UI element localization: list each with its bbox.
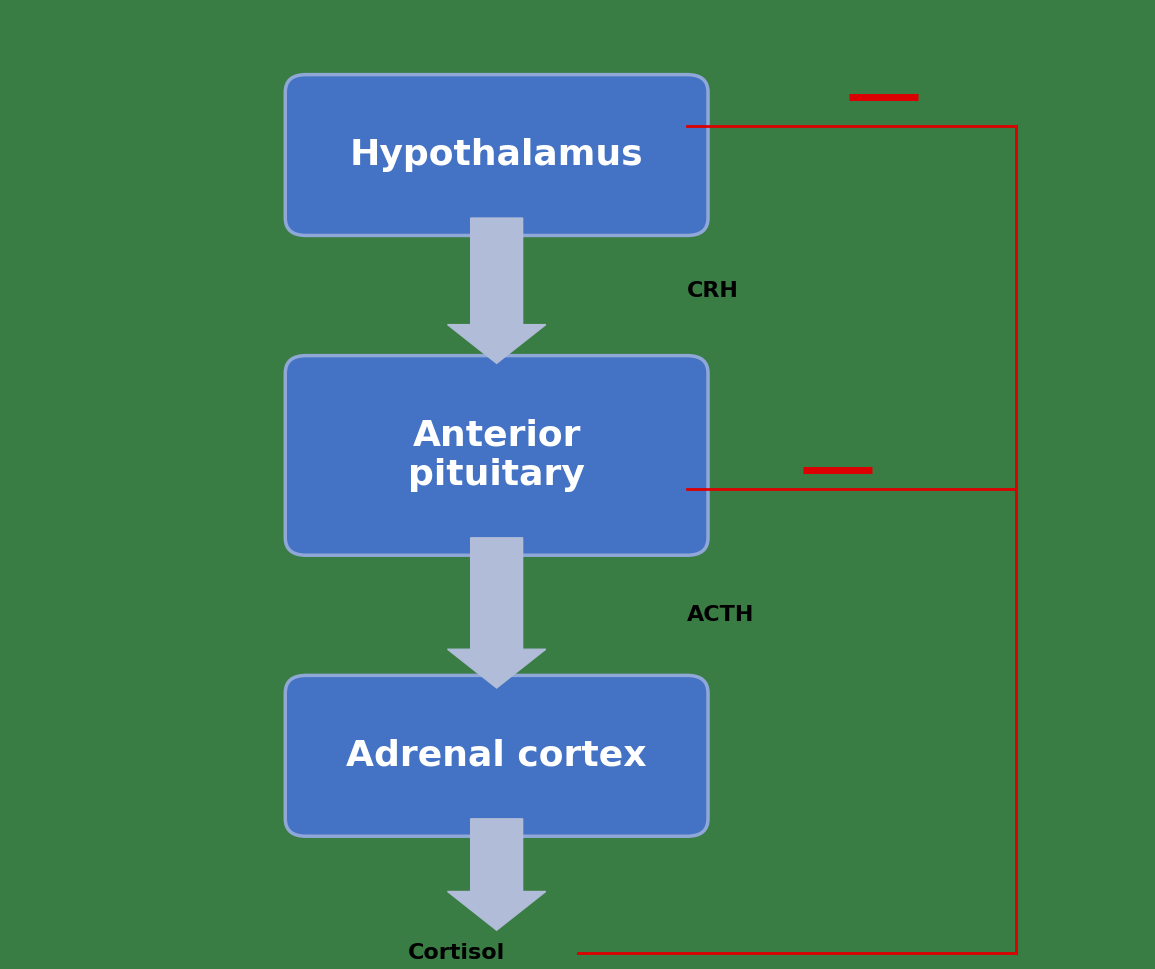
FancyBboxPatch shape — [285, 675, 708, 836]
Polygon shape — [448, 538, 545, 688]
Text: Anterior
pituitary: Anterior pituitary — [408, 419, 586, 492]
Text: ACTH: ACTH — [687, 606, 754, 625]
Text: Cortisol: Cortisol — [408, 943, 505, 962]
Text: Hypothalamus: Hypothalamus — [350, 138, 643, 172]
Text: CRH: CRH — [687, 281, 739, 300]
Polygon shape — [448, 218, 545, 363]
FancyBboxPatch shape — [285, 75, 708, 235]
Text: Adrenal cortex: Adrenal cortex — [346, 738, 647, 773]
Polygon shape — [448, 819, 545, 930]
FancyBboxPatch shape — [285, 356, 708, 555]
